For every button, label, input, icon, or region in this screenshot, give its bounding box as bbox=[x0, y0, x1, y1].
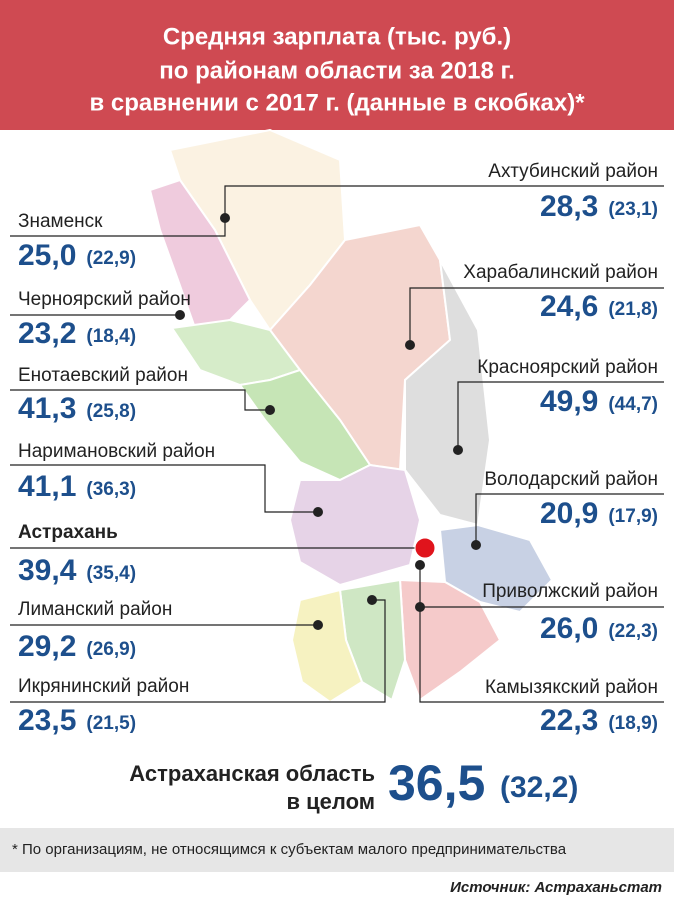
pointer bbox=[10, 464, 318, 513]
value-2017: (22,9) bbox=[86, 248, 136, 269]
value-2017: (35,4) bbox=[86, 563, 136, 584]
dot bbox=[453, 445, 463, 455]
value-2018: 39,4 bbox=[18, 554, 77, 587]
district-name: Володарский район bbox=[484, 469, 658, 490]
dot bbox=[415, 602, 425, 612]
total-value-2018: 36,5 bbox=[388, 755, 485, 811]
region-limansky bbox=[290, 588, 364, 704]
value-2017: (23,1) bbox=[608, 199, 658, 220]
pointer bbox=[457, 381, 664, 450]
pointer bbox=[409, 287, 664, 345]
pointer bbox=[10, 218, 226, 237]
value-2017: (18,9) bbox=[608, 713, 658, 734]
district-name: Харабалинский район bbox=[463, 262, 658, 283]
capital-marker bbox=[414, 537, 436, 559]
value-2018: 23,5 bbox=[18, 704, 76, 737]
value-2017: (25,8) bbox=[86, 401, 136, 422]
pointer bbox=[10, 389, 270, 411]
value-2018: 29,2 bbox=[18, 630, 76, 663]
district-name: Камызякский район bbox=[485, 677, 658, 698]
title-line: Средняя зарплата (тыс. руб.) bbox=[163, 23, 511, 50]
dot bbox=[405, 340, 415, 350]
dot bbox=[313, 507, 323, 517]
value-2018: 23,2 bbox=[18, 317, 76, 350]
value-2018: 24,6 bbox=[540, 290, 598, 323]
district-name: Ахтубинский район bbox=[488, 161, 658, 182]
value-2017: (22,3) bbox=[608, 621, 658, 642]
value-2018: 26,0 bbox=[540, 612, 598, 645]
district-name: Знаменск bbox=[18, 211, 103, 232]
value-2017: (26,9) bbox=[86, 639, 136, 660]
district-name: Енотаевский район bbox=[18, 365, 188, 386]
total-label: Астраханская область bbox=[129, 761, 375, 786]
value-2017: (17,9) bbox=[608, 506, 658, 527]
district-name: Наримановский район bbox=[18, 441, 215, 462]
region-kamyzyaksky bbox=[398, 578, 502, 702]
dot bbox=[220, 213, 230, 223]
pointer bbox=[10, 599, 386, 703]
value-2017: (21,8) bbox=[608, 299, 658, 320]
dots bbox=[175, 213, 481, 630]
value-2018: 28,3 bbox=[540, 190, 598, 223]
title-line: в сравнении с 2017 г. (данные в скобках)… bbox=[89, 89, 585, 116]
dot bbox=[265, 405, 275, 415]
dot bbox=[471, 540, 481, 550]
pointer bbox=[475, 493, 664, 545]
district-name: Черноярский район bbox=[18, 289, 191, 310]
district-name: Приволжский район bbox=[482, 581, 658, 602]
dot bbox=[313, 620, 323, 630]
dot bbox=[367, 595, 377, 605]
source: Источник: Астраханьстат bbox=[450, 879, 662, 896]
header-band bbox=[0, 0, 674, 130]
map bbox=[148, 128, 554, 704]
district-name: Красноярский район bbox=[477, 357, 658, 378]
region-krasnoyarsky bbox=[404, 259, 492, 527]
dot bbox=[175, 310, 185, 320]
title-line: по районам области за 2018 г. bbox=[159, 57, 514, 84]
value-2018: 25,0 bbox=[18, 239, 76, 272]
region-narimanovsky bbox=[288, 463, 422, 587]
value-2017: (36,3) bbox=[86, 479, 136, 500]
district-name: Астрахань bbox=[18, 522, 118, 543]
total-value-2017: (32,2) bbox=[500, 771, 578, 804]
value-2018: 22,3 bbox=[540, 704, 598, 737]
dot bbox=[415, 560, 425, 570]
value-2018: 41,3 bbox=[18, 392, 76, 425]
value-2017: (18,4) bbox=[86, 326, 136, 347]
value-2017: (44,7) bbox=[608, 394, 658, 415]
district-name: Икрянинский район bbox=[18, 676, 189, 697]
value-2018: 41,1 bbox=[18, 470, 76, 503]
total-label: в целом bbox=[286, 789, 375, 814]
footnote-band bbox=[0, 828, 674, 872]
value-2017: (21,5) bbox=[86, 713, 136, 734]
district-name: Лиманский район bbox=[18, 599, 172, 620]
value-2018: 20,9 bbox=[540, 497, 598, 530]
value-2018: 49,9 bbox=[540, 385, 598, 418]
pointer bbox=[224, 185, 664, 218]
footnote: * По организациям, не относящимся к субъ… bbox=[12, 841, 567, 858]
